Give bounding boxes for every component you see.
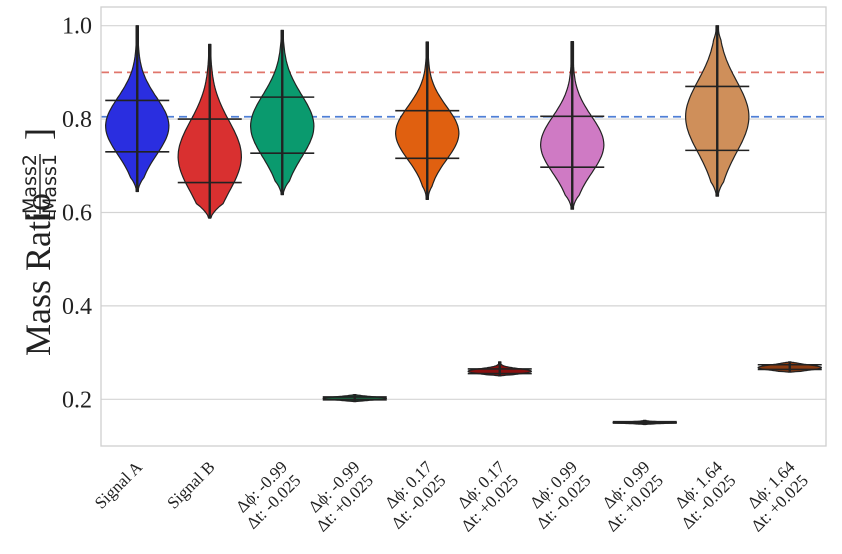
- x-tick-label: Signal A: [91, 457, 147, 513]
- plot-frame: [100, 6, 827, 447]
- x-tick-label-line: Signal A: [91, 457, 147, 513]
- x-tick-label: Signal B: [163, 457, 218, 512]
- y-tick-label: 0.8: [62, 107, 92, 133]
- violin-group: [467, 361, 533, 377]
- violins: [104, 25, 823, 426]
- y-tick-label: 0.6: [62, 200, 92, 226]
- x-tick-label: Δϕ: 0.17Δt: +0.025: [444, 457, 522, 535]
- x-tick-label: Δϕ: 1.64Δt: -0.025: [664, 457, 740, 533]
- x-tick-label: Δϕ: -0.99Δt: -0.025: [229, 457, 304, 532]
- y-axis-bracket-close: ]: [18, 128, 58, 140]
- y-axis-title: Mass Ratio: [18, 193, 58, 356]
- violin-group: [250, 29, 315, 196]
- x-tick-label: Δϕ: 0.99Δt: +0.025: [589, 457, 667, 535]
- y-axis-fraction-numerator: Mass2: [19, 154, 41, 214]
- x-tick-label-line: Signal B: [163, 457, 218, 512]
- violin-group: [322, 394, 387, 403]
- x-tick-label: Δϕ: 0.17Δt: -0.025: [374, 457, 450, 533]
- y-tick-label: 0.2: [62, 387, 92, 413]
- y-tick-labels: 0.2 0.4 0.6 0.8 1.0: [62, 14, 92, 414]
- violin-group: [104, 25, 170, 193]
- violin-group: [684, 25, 750, 197]
- y-tick-label: 1.0: [62, 14, 92, 40]
- violin-group: [395, 41, 460, 200]
- y-axis-label: Mass Ratio [ Mass2 Mass1 ]: [18, 128, 61, 356]
- x-tick-label: Δϕ: 1.64Δt: +0.025: [734, 457, 812, 535]
- y-axis-bracket-open: [: [18, 210, 58, 222]
- x-tick-label: Δϕ: 0.99Δt: -0.025: [519, 457, 594, 532]
- y-axis-fraction-denominator: Mass1: [39, 154, 61, 214]
- y-tick-label: 0.4: [62, 294, 92, 320]
- violin-group: [757, 361, 823, 373]
- x-tick-label: Δϕ: -0.99Δt: +0.025: [299, 457, 377, 535]
- violin-group: [612, 419, 678, 426]
- violin-group: [539, 40, 605, 210]
- x-tick-labels: Signal A Signal B Δϕ: -0.99Δt: -0.025 Δϕ: -…: [91, 457, 812, 536]
- violin-group: [177, 43, 242, 219]
